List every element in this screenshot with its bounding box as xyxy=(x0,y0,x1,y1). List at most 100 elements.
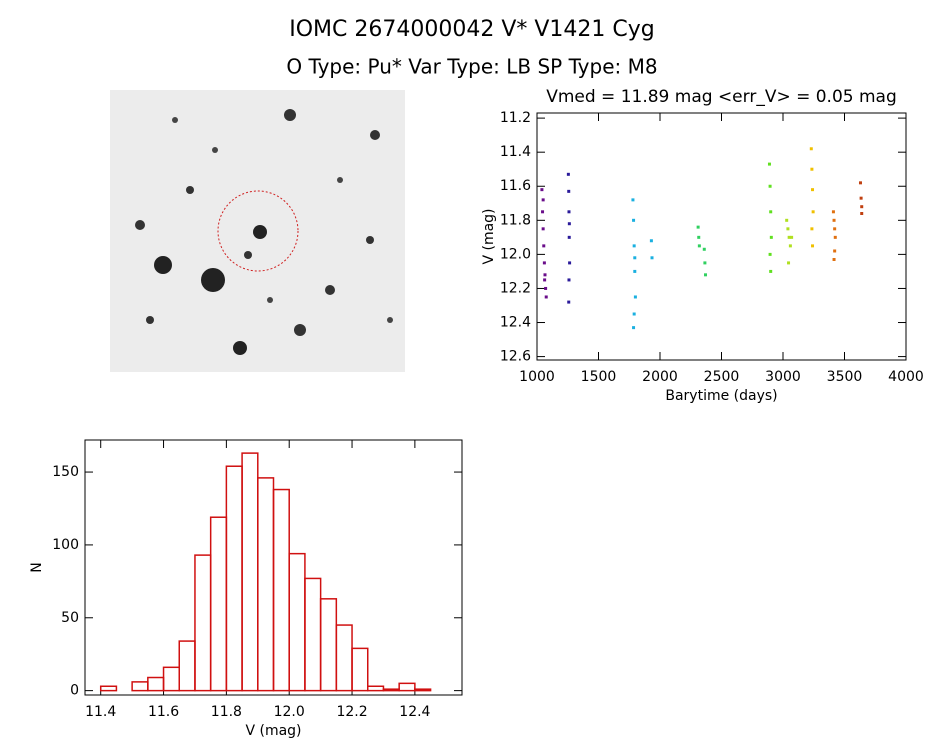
y-tick-label: 11.2 xyxy=(500,110,531,126)
data-point xyxy=(633,269,637,273)
y-tick-label: 12.2 xyxy=(500,280,531,296)
data-point xyxy=(790,235,794,239)
star xyxy=(135,220,145,230)
histogram-bar xyxy=(319,598,338,692)
data-point xyxy=(859,196,863,200)
data-point xyxy=(788,244,792,248)
data-point xyxy=(702,247,706,251)
data-point xyxy=(832,218,836,222)
star xyxy=(366,236,374,244)
data-point xyxy=(786,227,790,231)
histogram-bar xyxy=(241,452,259,692)
y-tick-label: 11.6 xyxy=(500,178,531,194)
x-tick-label: 2500 xyxy=(704,369,740,385)
y-tick-label: 12.4 xyxy=(500,315,531,331)
data-point xyxy=(543,278,547,282)
y-tick-label: 11.8 xyxy=(500,212,531,228)
star xyxy=(244,251,252,259)
data-point xyxy=(768,184,772,188)
x-tick-label: 2000 xyxy=(642,369,678,385)
x-tick-label: 11.8 xyxy=(211,704,242,720)
y-tick-label: 11.4 xyxy=(500,144,531,160)
data-point xyxy=(544,295,548,299)
x-tick-label: 3000 xyxy=(765,369,801,385)
star xyxy=(253,225,267,239)
data-point xyxy=(649,239,653,243)
data-point xyxy=(769,210,773,214)
data-point xyxy=(697,235,701,239)
histogram-bar xyxy=(398,682,416,692)
x-tick-label: 12.2 xyxy=(336,704,367,720)
data-point xyxy=(704,273,708,277)
histogram-bar xyxy=(99,685,118,692)
data-point xyxy=(811,210,815,214)
data-point xyxy=(567,235,571,239)
data-point xyxy=(632,312,636,316)
data-point xyxy=(769,269,773,273)
x-tick-label: 11.4 xyxy=(85,704,116,720)
data-point xyxy=(541,198,545,202)
data-point xyxy=(832,257,836,261)
data-point xyxy=(568,261,572,265)
histogram-bar xyxy=(272,488,290,692)
data-point xyxy=(566,172,570,176)
data-point xyxy=(703,261,707,265)
data-point xyxy=(833,227,837,231)
data-point xyxy=(768,252,772,256)
data-point xyxy=(833,249,837,253)
histogram-bar xyxy=(131,681,149,692)
data-point xyxy=(542,244,546,248)
x-tick-label: 4000 xyxy=(888,369,924,385)
y-tick-label: 12.6 xyxy=(500,349,531,365)
histogram-bar xyxy=(351,647,369,692)
data-point xyxy=(858,181,862,185)
chart-title: Vmed = 11.89 mag <err_V> = 0.05 mag xyxy=(546,87,897,107)
data-point xyxy=(631,198,635,202)
data-point xyxy=(567,278,571,282)
data-point xyxy=(833,235,837,239)
star xyxy=(201,268,225,292)
data-point xyxy=(787,261,791,265)
data-point xyxy=(632,244,636,248)
histogram-bar xyxy=(194,554,212,692)
data-point xyxy=(567,210,571,214)
data-point xyxy=(650,256,654,260)
data-point xyxy=(567,189,571,193)
histogram-bar xyxy=(414,688,432,692)
data-point xyxy=(633,295,637,299)
plot-frame xyxy=(84,439,463,696)
y-tick-label: 0 xyxy=(70,683,79,699)
figure-subtitle: O Type: Pu* Var Type: LB SP Type: M8 xyxy=(286,55,657,79)
histogram-bar xyxy=(367,685,385,692)
data-point xyxy=(785,218,789,222)
histogram-bar xyxy=(304,577,322,692)
star xyxy=(172,117,178,123)
y-tick-label: 150 xyxy=(52,464,79,480)
data-point xyxy=(567,300,571,304)
star-field-image xyxy=(110,90,405,372)
star xyxy=(294,324,306,336)
data-point xyxy=(633,256,637,260)
data-point xyxy=(697,244,701,248)
x-tick-label: 11.6 xyxy=(148,704,179,720)
data-point xyxy=(632,218,636,222)
star xyxy=(186,186,194,194)
data-point xyxy=(811,244,815,248)
data-point xyxy=(542,261,546,265)
histogram-bar xyxy=(288,552,306,692)
data-point xyxy=(540,188,544,192)
data-point xyxy=(860,212,864,216)
data-point xyxy=(541,210,545,214)
star xyxy=(267,297,273,303)
star xyxy=(212,147,218,153)
data-point xyxy=(632,326,636,330)
histogram-bar xyxy=(257,477,275,692)
histogram-bar xyxy=(335,624,353,692)
histogram-bar xyxy=(382,688,400,692)
data-point xyxy=(787,235,791,239)
data-point xyxy=(811,188,815,192)
data-point xyxy=(769,235,773,239)
y-tick-label: 12.0 xyxy=(500,246,531,262)
